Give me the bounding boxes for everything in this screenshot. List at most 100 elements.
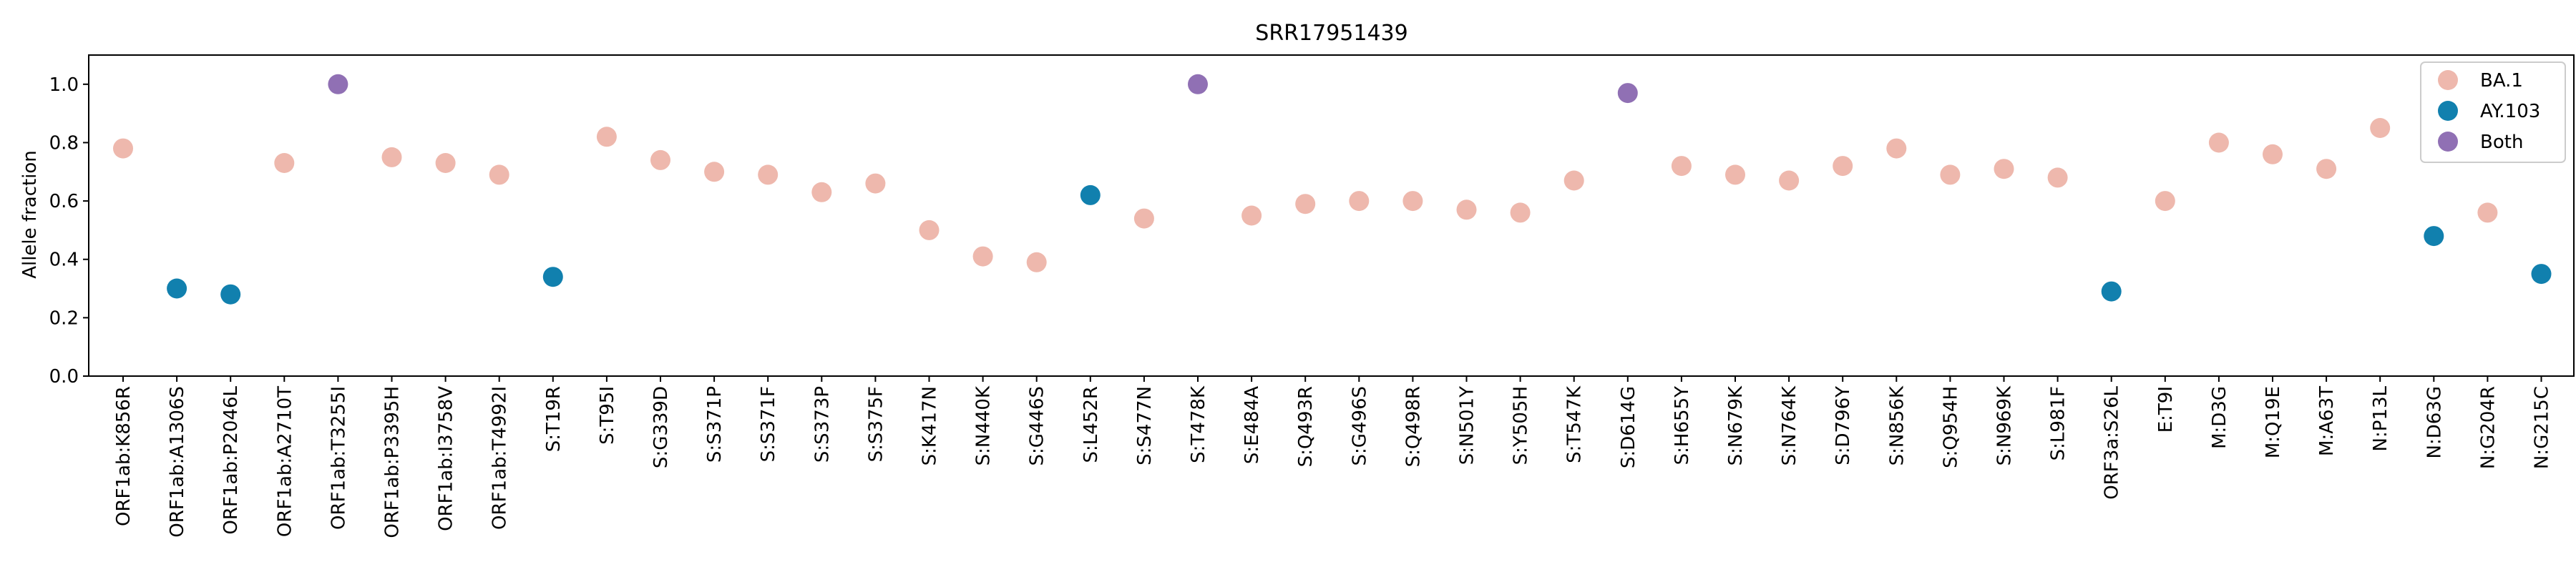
x-tick-label: ORF1ab:A1306S xyxy=(167,386,188,538)
x-tick-label: S:H655Y xyxy=(1672,386,1693,465)
y-axis-label: Allele fraction xyxy=(19,150,41,279)
data-point-s-q954h xyxy=(1940,164,1961,185)
data-point-s-g339d xyxy=(650,149,670,170)
x-tick-label: S:E484A xyxy=(1241,386,1263,464)
legend-marker-ay-103 xyxy=(2438,101,2458,121)
x-tick-label: N:P13L xyxy=(2370,385,2391,451)
y-tick-label: 0.2 xyxy=(49,307,79,329)
y-tick-label: 0.6 xyxy=(49,191,79,212)
plot-area-frame xyxy=(88,54,2575,377)
x-tick-label: S:G446S xyxy=(1027,386,1048,466)
data-point-s-n764k xyxy=(1779,170,1800,191)
data-point-orf1ab-i3758v xyxy=(435,153,456,173)
data-point-s-y505h xyxy=(1510,202,1531,223)
data-point-s-d614g xyxy=(1617,83,1638,104)
data-points xyxy=(113,74,2552,305)
x-tick-label: N:D63G xyxy=(2424,386,2445,458)
data-point-s-n969k xyxy=(1994,159,2014,179)
x-tick-label: N:G215C xyxy=(2532,386,2553,469)
data-point-n-g204r xyxy=(2477,202,2498,223)
x-tick-label: S:N856K xyxy=(1886,385,1908,465)
data-point-s-n679k xyxy=(1725,164,1745,185)
y-tick-label: 0.4 xyxy=(49,250,79,271)
x-tick-label: S:N501Y xyxy=(1457,386,1478,465)
x-tick-label: S:T19R xyxy=(543,386,565,452)
data-point-s-s375f xyxy=(865,173,886,194)
data-point-s-n440k xyxy=(972,246,993,267)
x-tick-label: S:S373P xyxy=(811,386,833,463)
x-tick-label: S:S477N xyxy=(1134,386,1156,465)
x-tick-label: S:N440K xyxy=(973,385,995,465)
data-point-s-t95i xyxy=(596,127,617,147)
x-tick-label: ORF1ab:I3758V xyxy=(436,386,457,531)
x-tick-label: ORF1ab:P2046L xyxy=(220,385,242,534)
data-point-orf3a-s26l xyxy=(2101,281,2122,302)
legend-marker-ba-1 xyxy=(2438,70,2458,90)
data-point-s-t19r xyxy=(542,267,563,287)
x-tick-label: M:A63T xyxy=(2316,386,2338,456)
x-tick-label: S:N764K xyxy=(1779,385,1800,465)
x-axis: ORF1ab:K856R ORF1ab:A1306S ORF1ab:P2046L OR… xyxy=(113,376,2553,538)
x-tick-label: S:N969K xyxy=(1994,385,2016,465)
x-tick-label: S:D614G xyxy=(1618,386,1639,468)
x-tick-label: ORF1ab:T3255I xyxy=(328,386,349,530)
x-tick-label: S:T478K xyxy=(1188,385,1209,463)
data-point-n-g215c xyxy=(2531,264,2552,285)
data-point-s-t478k xyxy=(1188,74,1208,94)
data-point-m-d3g xyxy=(2208,132,2229,153)
x-tick-label: S:S371F xyxy=(758,386,779,462)
x-tick-label: E:T9I xyxy=(2155,386,2177,433)
y-tick-label: 1.0 xyxy=(49,74,79,96)
data-point-m-q19e xyxy=(2263,144,2283,164)
data-point-m-a63t xyxy=(2316,159,2337,179)
legend: BA.1 AY.103 Both xyxy=(2420,61,2566,163)
x-tick-label: S:Q954H xyxy=(1940,386,1961,468)
x-tick-label: S:L452R xyxy=(1080,386,1102,463)
data-point-orf1ab-p3395h xyxy=(381,147,402,167)
data-point-s-n501y xyxy=(1456,199,1477,220)
y-tick-label: 0.0 xyxy=(49,366,79,388)
data-point-s-q493r xyxy=(1295,194,1316,214)
y-tick-label: 0.8 xyxy=(49,132,79,154)
data-point-s-l981f xyxy=(2047,167,2068,188)
data-point-s-h655y xyxy=(1671,156,1692,177)
data-point-s-s371p xyxy=(704,162,725,182)
data-point-n-d63g xyxy=(2424,226,2444,247)
x-tick-label: S:L981F xyxy=(2048,386,2069,460)
data-point-orf1ab-a2710t xyxy=(274,153,295,173)
data-point-s-s371f xyxy=(758,164,779,185)
legend-marker-both xyxy=(2438,132,2458,152)
data-point-s-d796y xyxy=(1833,156,1853,177)
data-point-s-l452r xyxy=(1080,184,1101,205)
data-point-orf1ab-t3255i xyxy=(328,74,348,94)
data-point-s-n856k xyxy=(1886,138,1907,159)
data-point-e-t9i xyxy=(2155,191,2175,212)
x-tick-label: M:D3G xyxy=(2209,386,2230,449)
x-tick-label: S:G496S xyxy=(1349,386,1370,466)
x-tick-label: S:S375F xyxy=(865,386,887,462)
data-point-orf1ab-p2046l xyxy=(220,284,241,305)
x-tick-label: S:Q493R xyxy=(1295,386,1317,467)
x-tick-label: N:G204R xyxy=(2477,386,2499,469)
data-point-s-s477n xyxy=(1133,208,1154,229)
data-point-n-p13l xyxy=(2370,118,2391,138)
x-tick-label: S:Q498R xyxy=(1402,386,1424,467)
x-tick-label: S:S371P xyxy=(704,386,726,463)
data-point-orf1ab-t4992i xyxy=(489,164,509,185)
data-point-s-g496s xyxy=(1349,191,1370,212)
data-point-s-s373p xyxy=(811,182,832,202)
data-point-s-q498r xyxy=(1402,191,1423,212)
x-tick-label: S:G339D xyxy=(650,386,672,468)
x-tick-label: S:T547K xyxy=(1564,385,1586,463)
x-tick-label: ORF1ab:T4992I xyxy=(489,386,511,530)
data-point-s-e484a xyxy=(1241,205,1262,226)
x-tick-label: ORF1ab:K856R xyxy=(113,386,135,526)
data-point-s-g446s xyxy=(1026,252,1047,272)
data-point-orf1ab-a1306s xyxy=(167,278,187,299)
data-point-orf1ab-k856r xyxy=(113,138,133,159)
data-point-s-t547k xyxy=(1563,170,1584,191)
data-point-s-k417n xyxy=(919,220,940,240)
x-tick-label: ORF1ab:A2710T xyxy=(274,386,296,537)
x-tick-label: ORF3a:S26L xyxy=(2102,385,2123,499)
